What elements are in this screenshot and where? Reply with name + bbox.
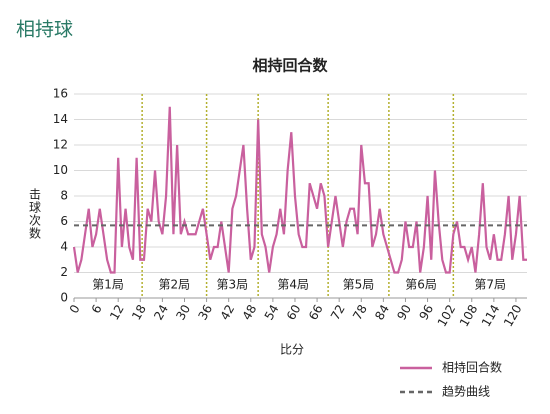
y-tick-label: 10: [53, 163, 68, 177]
x-tick-label: 24: [151, 302, 171, 322]
y-axis-label: 击球次数: [28, 188, 42, 240]
y-tick-label: 8: [60, 189, 68, 203]
x-tick-label: 102: [435, 302, 459, 329]
x-tick-label: 114: [479, 302, 503, 329]
x-tick-label: 84: [372, 302, 392, 322]
set-label: 第2局: [159, 278, 191, 292]
y-tick-label: 16: [53, 87, 68, 101]
x-tick-label: 66: [306, 302, 326, 322]
x-tick-label: 108: [457, 302, 481, 329]
x-tick-label: 48: [240, 302, 260, 322]
legend-label: 相持回合数: [442, 360, 502, 375]
x-tick-label: 12: [107, 302, 127, 322]
y-tick-label: 0: [60, 291, 68, 305]
y-tick-label: 2: [60, 265, 68, 279]
y-tick-label: 12: [53, 138, 68, 152]
legend-label: 趋势曲线: [442, 385, 490, 399]
x-tick-label: 30: [173, 302, 193, 322]
x-tick-label: 120: [501, 302, 525, 329]
x-tick-label: 18: [129, 302, 149, 322]
set-label: 第5局: [343, 278, 375, 292]
x-tick-label: 36: [195, 302, 215, 322]
x-tick-label: 54: [262, 302, 282, 322]
set-label: 第7局: [474, 278, 506, 292]
x-tick-label: 42: [218, 302, 238, 322]
data-line: [72, 106, 527, 274]
x-tick-label: 90: [394, 302, 414, 322]
x-tick-label: 6: [89, 302, 105, 316]
x-tick-label: 78: [350, 302, 370, 322]
set-label: 第1局: [92, 278, 124, 292]
x-tick-label: 0: [67, 302, 83, 316]
page-title: 相持球: [16, 19, 73, 41]
x-tick-label: 72: [328, 302, 348, 322]
set-label: 第4局: [277, 278, 309, 292]
set-label: 第6局: [405, 278, 437, 292]
chart-title: 相持回合数: [252, 57, 328, 75]
x-axis-label: 比分: [280, 343, 304, 357]
y-tick-label: 6: [60, 214, 68, 228]
set-label: 第3局: [217, 278, 249, 292]
y-tick-label: 14: [53, 112, 68, 126]
x-tick-label: 96: [416, 302, 436, 322]
y-tick-label: 4: [60, 240, 68, 254]
x-tick-label: 60: [284, 302, 304, 322]
